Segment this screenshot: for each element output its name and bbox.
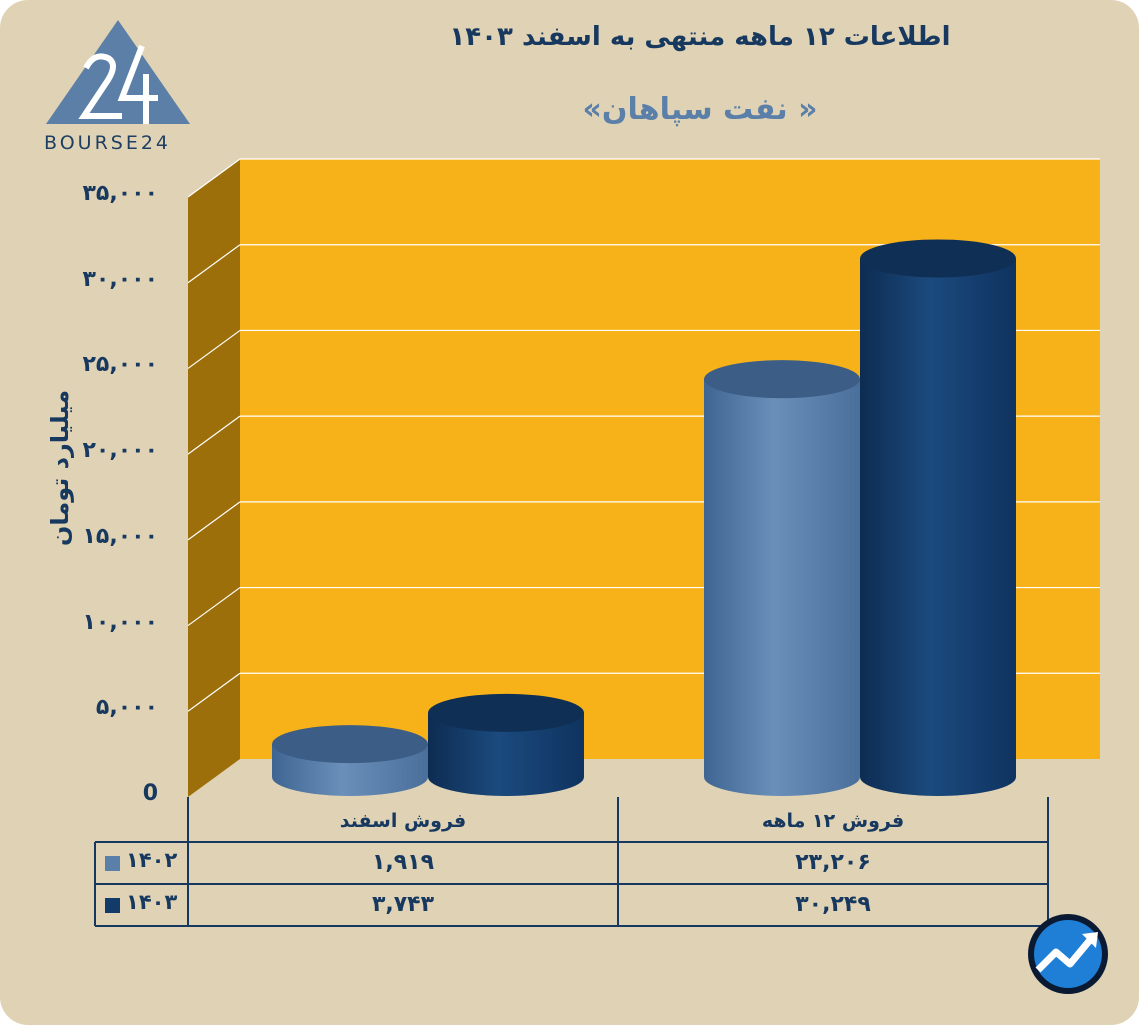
bar-top — [704, 360, 860, 399]
data-label: ۱,۹۱۹ — [371, 850, 435, 875]
category-label: فروش ۱۲ ماهه — [761, 810, 905, 832]
bar-body — [704, 379, 860, 796]
gridline-side — [187, 501, 241, 541]
category-label: فروش اسفند — [339, 810, 467, 832]
chart-subtitle: « نفت سپاهان» — [582, 92, 818, 127]
y-tick-label: ۲۰,۰۰۰ — [82, 438, 159, 464]
legend-label: ۱۴۰۳ — [126, 890, 178, 914]
data-label: ۳۰,۲۴۹ — [795, 892, 871, 917]
bar — [272, 725, 428, 796]
bar-top — [272, 725, 428, 764]
bar-body — [428, 712, 584, 796]
y-tick-label: ۳۵,۰۰۰ — [82, 181, 159, 206]
data-table-lines — [94, 797, 1049, 927]
side-wall — [188, 159, 240, 797]
data-label: ۲۳,۲۰۶ — [795, 850, 871, 875]
y-tick-label: 0 — [142, 781, 158, 806]
logo-text: BOURSE24 — [44, 132, 172, 154]
gridline-side — [187, 329, 241, 369]
trend-up-icon — [1028, 914, 1108, 994]
bar-top — [860, 239, 1016, 278]
chart-title: اطلاعات ۱۲ ماهه منتهی به اسفند ۱۴۰۳ — [449, 22, 951, 52]
y-tick-label: ۲۵,۰۰۰ — [82, 352, 159, 378]
y-tick-label: ۱۰,۰۰۰ — [82, 609, 159, 635]
legend-swatch — [105, 856, 120, 871]
gridline-side — [187, 587, 241, 627]
gridline-side — [187, 672, 241, 712]
y-tick-label: ۱۵,۰۰۰ — [82, 523, 159, 549]
bar — [860, 239, 1016, 797]
bars — [272, 239, 1016, 797]
bar-body — [860, 258, 1016, 797]
gridline-side — [187, 158, 241, 198]
bar-top — [428, 693, 584, 732]
gridline-side — [187, 244, 241, 284]
data-label: ۳,۷۴۳ — [371, 892, 435, 917]
legend-swatch — [105, 898, 120, 913]
y-tick-label: ۵,۰۰۰ — [95, 695, 158, 721]
y-tick-label: ۳۰,۰۰۰ — [82, 266, 159, 292]
bourse24-logo-icon — [46, 20, 190, 124]
legend-label: ۱۴۰۲ — [126, 848, 178, 872]
bar — [704, 360, 860, 796]
gridline-side — [187, 415, 241, 455]
bar — [428, 693, 584, 796]
